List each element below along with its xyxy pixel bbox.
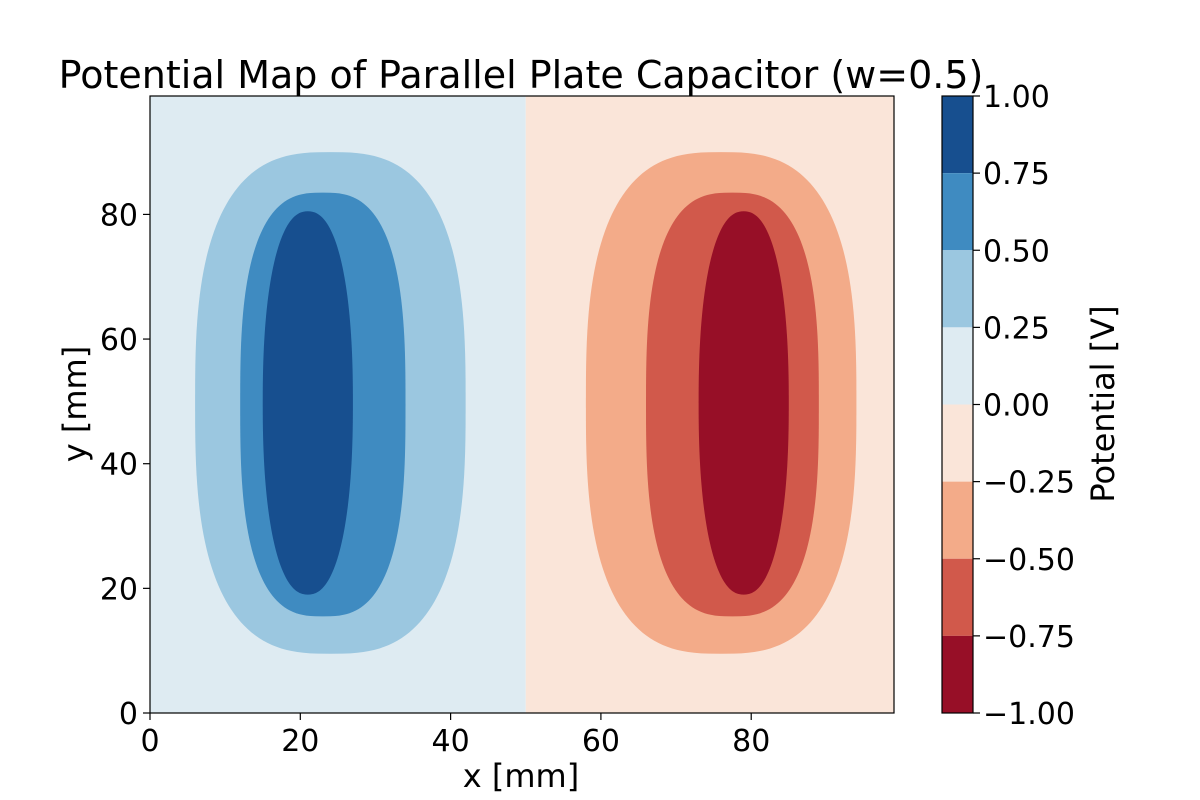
colorbar-band xyxy=(942,96,973,174)
x-tick-label: 0 xyxy=(140,724,159,759)
x-tick-label: 40 xyxy=(432,724,470,759)
colorbar-label: Potential [V] xyxy=(1084,305,1122,502)
colorbar-tick-label: 0.25 xyxy=(983,311,1050,346)
colorbar-tick-label: 0.50 xyxy=(983,234,1050,269)
x-tick-label: 60 xyxy=(582,724,620,759)
colorbar-band xyxy=(942,250,973,328)
colorbar-band xyxy=(942,635,973,713)
colorbar-tick-label: −1.00 xyxy=(983,697,1075,732)
colorbar-band xyxy=(942,558,973,636)
colorbar-tick-label: −0.25 xyxy=(983,466,1075,501)
colorbar-band xyxy=(942,404,973,482)
y-tick-label: 20 xyxy=(100,572,138,607)
contour-fills xyxy=(195,152,857,654)
colorbar-band xyxy=(942,481,973,559)
colorbar-tick-label: −0.50 xyxy=(983,543,1075,578)
y-axis: 0 20 40 60 80 xyxy=(100,198,150,732)
x-tick-label: 20 xyxy=(281,724,319,759)
y-axis-label: y [mm] xyxy=(56,346,94,462)
y-tick-label: 0 xyxy=(119,697,138,732)
y-tick-label: 60 xyxy=(100,323,138,358)
colorbar: 1.00 0.75 0.50 0.25 0.00 −0.25 −0.50 −0.75 −1.00… xyxy=(941,80,1122,732)
chart-title: Potential Map of Parallel Plate Capacito… xyxy=(59,53,984,97)
y-tick-label: 80 xyxy=(100,198,138,233)
plot-frame xyxy=(149,95,895,714)
colorbar-ticks: 1.00 0.75 0.50 0.25 0.00 −0.25 −0.50 −0.75 −1.00 xyxy=(973,80,1075,732)
colorbar-tick-label: 0.00 xyxy=(983,389,1050,424)
colorbar-tick-label: 0.75 xyxy=(983,157,1050,192)
contour-negative-3 xyxy=(698,211,789,595)
y-tick-label: 40 xyxy=(100,448,138,483)
colorbar-tick-label: −0.75 xyxy=(983,620,1075,655)
plot-area xyxy=(149,95,895,714)
colorbar-tick-label: 1.00 xyxy=(983,80,1050,115)
x-axis: 0 20 40 60 80 xyxy=(140,713,770,759)
colorbar-bands xyxy=(942,96,973,713)
x-axis-label: x [mm] xyxy=(463,757,579,795)
colorbar-band xyxy=(942,173,973,251)
x-tick-label: 80 xyxy=(732,724,770,759)
contour-positive-3 xyxy=(262,211,353,595)
colorbar-band xyxy=(942,327,973,405)
